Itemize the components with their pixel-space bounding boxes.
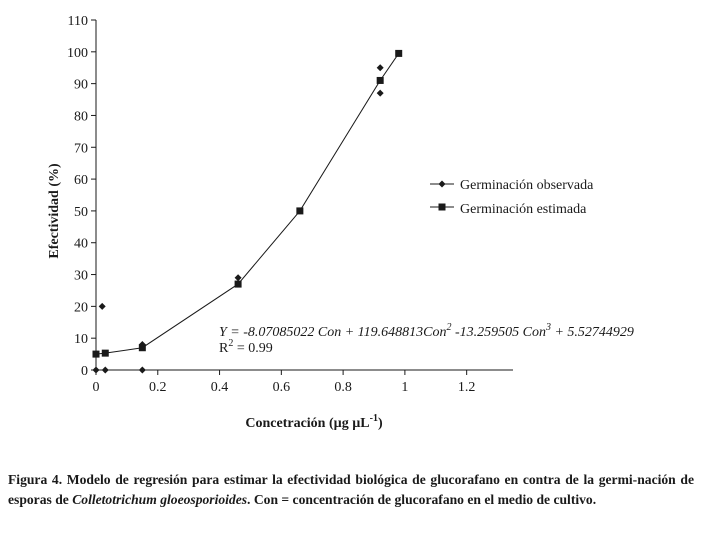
observed-point xyxy=(138,341,146,349)
r-squared: R2 = 0.99 xyxy=(219,338,273,356)
y-tick-label: 30 xyxy=(74,269,88,284)
x-tick-label: 0.6 xyxy=(273,380,291,395)
observed-point xyxy=(138,366,146,374)
regression-equation: Y = -8.07085022 Con + 119.648813Con2 -13… xyxy=(219,322,634,340)
observed-point xyxy=(376,89,384,97)
estimated-series-line xyxy=(95,53,400,355)
regression-chart: 0 10 20 30 40 50 60 70 80 90 100 110 0 0.2 0.4 0.6 0.8 1… xyxy=(47,14,634,431)
estimated-point xyxy=(376,76,384,84)
y-tick-label: 0 xyxy=(81,364,88,379)
observed-point xyxy=(92,366,100,374)
y-tick-label: 10 xyxy=(74,332,88,347)
y-tick-label: 50 xyxy=(74,205,88,220)
x-tick-label: 1.2 xyxy=(458,380,476,395)
x-tick-label: 1 xyxy=(401,380,408,395)
y-tick-label: 90 xyxy=(74,78,88,93)
legend-diamond-icon xyxy=(438,180,446,188)
estimated-point xyxy=(101,349,109,357)
estimated-point xyxy=(395,49,403,57)
x-axis: 0 0.2 0.4 0.6 0.8 1 1.2 xyxy=(93,369,513,395)
y-tick-label: 40 xyxy=(74,237,88,252)
observed-point xyxy=(98,302,106,310)
y-tick-label: 20 xyxy=(74,300,88,315)
y-tick-label: 70 xyxy=(74,141,88,156)
x-axis-title: Concetración (µg µL-1) xyxy=(245,413,383,431)
legend: Germinación observada Germinación estima… xyxy=(430,178,594,217)
y-tick-label: 110 xyxy=(68,14,88,29)
y-tick-label: 60 xyxy=(74,173,88,188)
observed-point xyxy=(234,274,242,282)
series-layer xyxy=(92,49,403,374)
observed-point xyxy=(376,64,384,72)
estimated-point xyxy=(234,280,242,288)
observed-point xyxy=(101,366,109,374)
caption-rest: . Con = concentración de glucorafano en … xyxy=(247,492,597,507)
x-tick-label: 0 xyxy=(93,380,100,395)
estimated-point xyxy=(92,350,100,358)
y-tick-label: 80 xyxy=(74,109,88,124)
legend-square-icon xyxy=(438,203,446,211)
estimated-point xyxy=(296,207,304,215)
y-axis: 0 10 20 30 40 50 60 70 80 90 100 110 xyxy=(67,14,97,379)
legend-item-observed: Germinación observada xyxy=(430,178,594,193)
legend-label-observed: Germinación observada xyxy=(460,178,594,193)
x-tick-label: 0.8 xyxy=(334,380,352,395)
x-tick-label: 0.2 xyxy=(149,380,167,395)
caption-species: Colletotrichum gloeosporioides xyxy=(72,492,248,507)
legend-label-estimated: Germinación estimada xyxy=(460,202,587,217)
figure-caption: Figura 4. Modelo de regresión para estim… xyxy=(8,470,694,510)
y-tick-label: 100 xyxy=(67,46,88,61)
x-tick-label: 0.4 xyxy=(211,380,229,395)
caption-text: Figura 4. Modelo de regresión para estim… xyxy=(8,472,694,507)
legend-item-estimated: Germinación estimada xyxy=(430,202,587,217)
y-axis-title: Efectividad (%) xyxy=(47,163,62,259)
